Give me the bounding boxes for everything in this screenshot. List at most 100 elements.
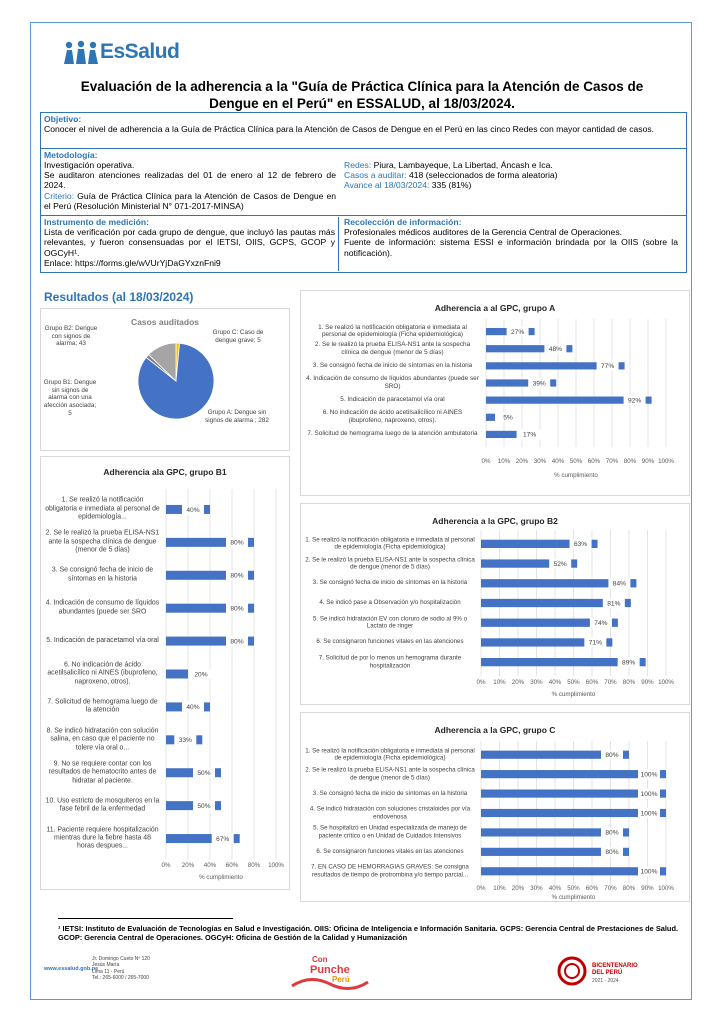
bar (481, 828, 629, 837)
value-label: 20% (194, 671, 207, 678)
x-tick-label: 90% (641, 885, 654, 892)
value: 335 (81%) (431, 180, 472, 191)
category-label: 3. Se consignó fecha de inicio de síntom… (312, 579, 468, 587)
value-label-bg (549, 558, 572, 569)
x-tick-label: 100% (658, 458, 674, 465)
category-label: 6. Se consignaron funciones vitales en l… (316, 638, 464, 646)
category-label: 1. Se realizó la notificación obligatori… (305, 747, 475, 762)
value-label-bg (518, 429, 541, 440)
x-tick-label: 40% (549, 679, 562, 686)
plot: 0% 10% 20% 30% 40% 50% 60% 70% 80% 90% 100% % cumpl… (477, 741, 674, 901)
value-label-bg (226, 603, 248, 614)
x-axis-label: % cumplimiento (552, 894, 596, 901)
category-label: 9. No se requiere contar con los resulta… (48, 760, 157, 784)
bicentenary-text: 2021 - 2024 (592, 978, 619, 984)
bar (481, 808, 666, 818)
category-label: 5. Indicación de paracetamol vía oral (46, 636, 159, 644)
bar-chart: Adherencia ala GPC, grupo B1 0% 20% 40% 60% 8… (40, 456, 290, 890)
value-label-bg (528, 378, 551, 388)
value-label-bg (506, 326, 529, 337)
page-title: Evaluación de la adherencia a la "Guía d… (80, 79, 644, 111)
bicentenary-text: DEL PERÚ (592, 969, 622, 976)
category-label: 4. Se indicó hidratación con soluciones … (309, 805, 471, 820)
category-label: 2. Se le realizó la prueba ELISA-NS1 ant… (45, 529, 160, 554)
collection-text: Profesionales médicos auditores de la Ge… (344, 227, 623, 238)
x-tick-label: 100% (658, 885, 674, 892)
value-label: 77% (601, 363, 614, 370)
x-tick-label: 90% (641, 679, 654, 686)
chart-title: Adherencia a la GPC, grupo B2 (432, 516, 558, 526)
bar-chart: Adherencia a la GPC, grupo C 0% 10% 20% 30% 4… (300, 712, 690, 902)
category-label: 6. No indicación de ácido acetilsalicíli… (322, 409, 463, 425)
slice-label: Grupo B2: Dengue con signos de alarma; 4… (44, 325, 98, 348)
x-tick-label: 70% (604, 885, 617, 892)
campaign-word: Punche (310, 964, 350, 976)
section-heading: Instrumento de medición: (44, 217, 150, 227)
objective-section: Objetivo: Conocer el nivel de adherencia… (41, 113, 686, 149)
value-label-bg (182, 701, 204, 712)
category-label: 3. Se consignó fecha de inicio de síntom… (312, 789, 468, 797)
plot (137, 342, 215, 420)
value-label-bg (601, 846, 623, 857)
value-label-bg (638, 788, 660, 799)
bar (166, 636, 254, 646)
category-label: 7. Solicitud de hemograma luego de la at… (307, 430, 478, 438)
x-tick-label: 80% (248, 862, 261, 869)
address-line: Tel.: 265-6000 / 265-7000 (92, 974, 149, 981)
category-label: 5. Indicación de paracetamol vía oral (340, 396, 445, 404)
bar-chart: Adherencia a la GPC, grupo B2 0% 10% 20% 30%… (300, 503, 690, 705)
value-label: 40% (186, 704, 199, 711)
value-label-bg (608, 578, 631, 589)
value-label: 40% (186, 507, 199, 514)
method-criterion: Criterio: Guía de Práctica Clínica para … (44, 191, 336, 211)
value-label-bg (589, 617, 612, 628)
footnote: ¹ IETSI: Instituto de Evaluación de Tecn… (58, 924, 679, 942)
value-label-bg (226, 537, 248, 548)
category-label: 3. Se consignó fecha de inicio de síntom… (312, 361, 473, 369)
logo-icon (64, 40, 98, 64)
instrument-link: Enlace: https://forms.gle/wVUrYjDaGYxznF… (44, 257, 221, 268)
label: Redes: (344, 160, 372, 170)
footer-address-lines: Jr. Domingo Cueto Nº 120 Jesús María Lim… (92, 956, 152, 981)
value-label: 33% (179, 737, 192, 744)
footnote-rule (58, 918, 233, 919)
value-label: 50% (197, 770, 210, 777)
x-tick-label: 60% (586, 679, 599, 686)
value-label-bg (211, 833, 234, 844)
x-tick-label: 100% (268, 862, 284, 869)
value-label: 27% (511, 329, 524, 336)
method-period: Se auditaron atenciones realizadas del 0… (44, 170, 336, 191)
category-label: 4. Indicación de consumo de líquidos abu… (306, 375, 479, 390)
x-tick-label: 70% (604, 679, 617, 686)
category-label: 1. Se realizó la notificación obligatori… (45, 496, 160, 521)
address-line: Jr. Domingo Cueto Nº 120 (92, 956, 150, 962)
chart-title: Adherencia ala GPC, grupo B1 (103, 467, 227, 477)
x-tick-label: 10% (493, 885, 506, 892)
objective-text: Conocer el nivel de adherencia a la Guía… (44, 124, 655, 135)
methodology-right: Redes: Piura, Lambayeque, La Libertad, Á… (341, 160, 681, 191)
plot: 0% 10% 20% 30% 40% 50% 60% 70% 80% 90% 100% % cumpl… (477, 530, 674, 698)
bar (481, 789, 666, 798)
campaign-word: Perú (332, 975, 350, 984)
bar (486, 413, 495, 421)
chart-title: Adherencia a la GPC, grupo C (434, 725, 556, 735)
campaign-word: Con (312, 955, 328, 964)
bicentenary-text: BICENTENARIO (592, 963, 638, 969)
value-label-bg (601, 749, 623, 760)
category-label: 6. Se consignaron funciones vitales en l… (316, 848, 464, 856)
x-tick-label: 30% (530, 885, 543, 892)
bar (481, 539, 598, 548)
category-label: 5. Se indicó hidratación EV con cloruro … (312, 615, 468, 630)
value-label-bg (193, 800, 215, 811)
bar (486, 379, 557, 387)
instrument-text: Lista de verificación por cada grupo de … (44, 227, 335, 258)
value-label: 80% (230, 540, 243, 547)
value-label-bg (638, 866, 660, 877)
slice-label: Grupo A: Dengue sin signos de alarma ; 2… (205, 409, 269, 424)
chart-title: Adherencia a al GPC, grupo A (434, 303, 556, 313)
x-tick-label: 80% (623, 679, 636, 686)
label: Casos a auditar: (344, 170, 407, 181)
slice-label: Grupo B1: Dengue sin signos de alarma co… (43, 379, 97, 417)
value-label-bg (584, 637, 607, 648)
